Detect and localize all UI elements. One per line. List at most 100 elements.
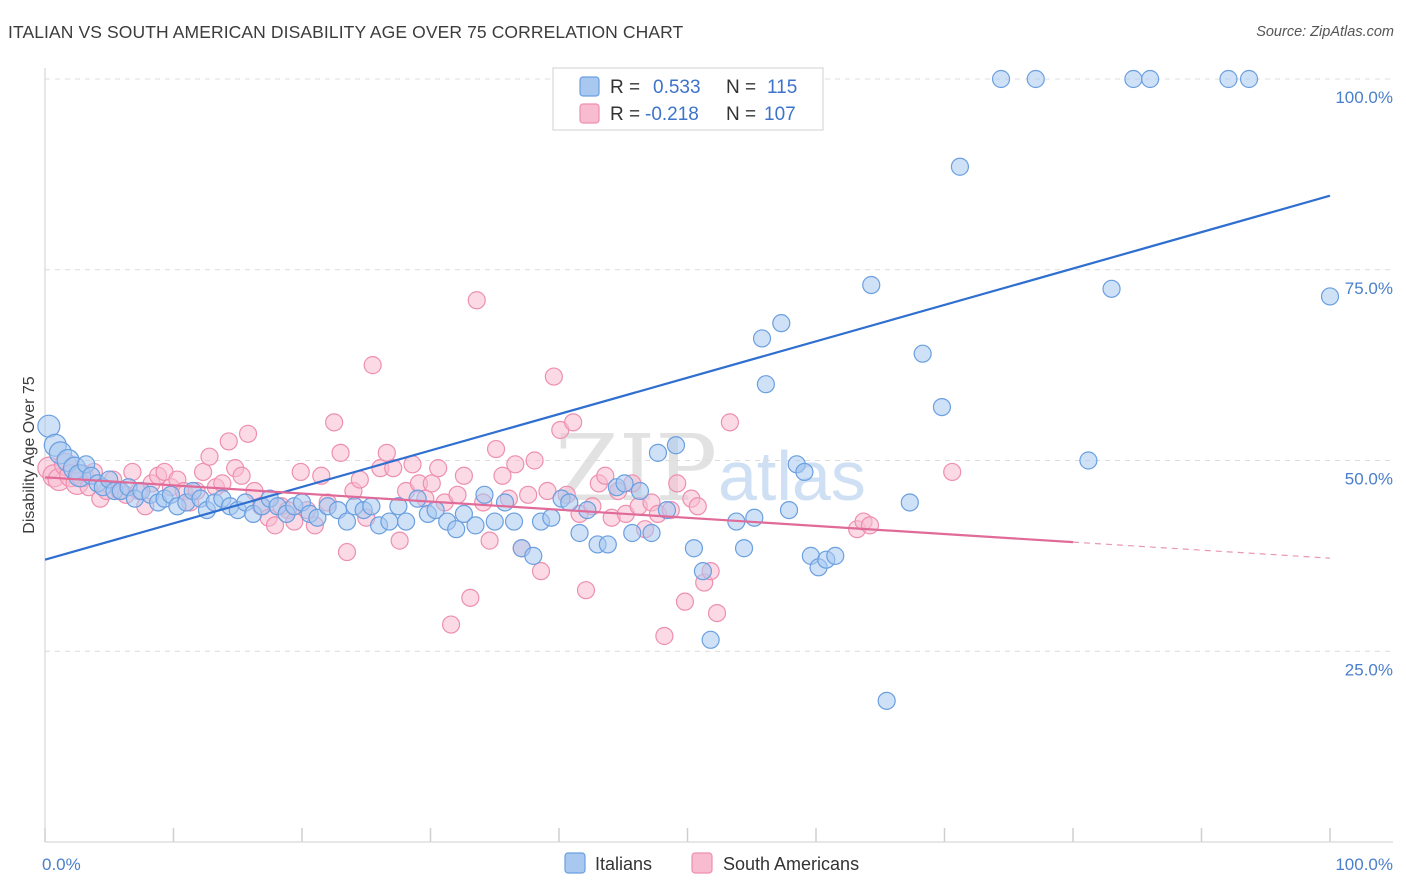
italians-point-74 [642, 523, 661, 543]
south-americans-trendline [44, 476, 1074, 544]
y-tick-label-25: 25.0% [1345, 660, 1393, 679]
south-americans-point-40 [291, 462, 310, 482]
italians-point-79 [693, 562, 713, 581]
south-americans-point-47 [337, 542, 357, 562]
south-americans-point-60 [422, 474, 441, 493]
gridlines [45, 78, 1393, 652]
south-americans-point-75 [519, 485, 538, 504]
italians-point-76 [657, 500, 677, 520]
bottom-legend-swatch-south-americans [691, 852, 713, 874]
italians-point-104 [1124, 69, 1143, 89]
italians-point-46 [380, 512, 399, 531]
italians-point-100 [991, 69, 1011, 89]
italians-point-49 [408, 489, 427, 508]
italians-point-69 [598, 535, 617, 554]
italians-point-89 [795, 462, 814, 482]
bottom-legend: Italians South Americans [564, 852, 859, 874]
italians-trendline [44, 194, 1331, 561]
south-americans-point-66 [461, 588, 480, 607]
south-americans-point-79 [544, 367, 563, 386]
italians-point-47 [389, 497, 408, 516]
italians-point-103 [1102, 279, 1121, 298]
south-americans-point-99 [675, 592, 695, 611]
south-americans-point-55 [390, 531, 409, 550]
italians-point-44 [362, 497, 381, 516]
south-americans-point-96 [655, 626, 674, 646]
south-americans-point-82 [564, 413, 583, 432]
legend-n-value-south-americans: 107 [764, 104, 796, 125]
south-americans-point-73 [506, 455, 525, 474]
italians-point-65 [560, 493, 579, 512]
south-americans-point-87 [596, 466, 615, 485]
south-americans-point-76 [525, 451, 544, 470]
italians-point-41 [337, 512, 357, 531]
italians-point-53 [447, 520, 466, 539]
italians-point-86 [772, 314, 791, 333]
italians-point-59 [504, 512, 524, 531]
italians-point-87 [779, 500, 799, 520]
south-americans-point-54 [384, 459, 403, 478]
south-americans-point-51 [363, 356, 382, 375]
south-americans-point-61 [429, 459, 448, 478]
italians-point-105 [1140, 69, 1160, 89]
legend-n-value-italians: 115 [767, 77, 797, 98]
south-americans-point-108 [860, 516, 880, 535]
south-americans-point-71 [493, 466, 512, 485]
italians-point-61 [524, 546, 543, 565]
south-americans-point-69 [480, 531, 499, 550]
italians-point-83 [745, 508, 764, 527]
italians-point-107 [1239, 69, 1259, 89]
y-axis-label: Disability Age Over 75 [21, 376, 38, 534]
italians-point-57 [485, 512, 504, 531]
y-tick-label-75: 75.0% [1345, 279, 1393, 298]
x-tick-label-100: 100.0% [1335, 855, 1393, 874]
italians-point-94 [862, 275, 881, 295]
italians-point-78 [684, 539, 704, 558]
south-americans-point-78 [538, 481, 557, 501]
italians-point-58 [495, 493, 515, 512]
italians-point-99 [950, 157, 970, 176]
legend-r-label-italians: R = [610, 77, 640, 98]
legend-swatch-south-americans [579, 103, 600, 124]
axes [44, 68, 1393, 843]
italians-point-108 [1320, 287, 1340, 306]
italians-point-73 [630, 481, 650, 501]
south-americans-point-109 [943, 462, 962, 482]
legend-r-value-italians: 0.533 [653, 77, 701, 98]
italians-point-72 [623, 523, 642, 543]
south-americans-point-67 [467, 291, 486, 310]
italians-point-63 [542, 508, 561, 527]
south-americans-point-104 [707, 603, 727, 623]
bottom-legend-south-americans: South Americans [723, 854, 859, 874]
chart-title: ITALIAN VS SOUTH AMERICAN DISABILITY AGE… [8, 22, 684, 42]
italians-point-75 [648, 443, 668, 462]
south-americans-point-45 [325, 413, 344, 432]
south-americans-point-105 [720, 413, 740, 432]
italians-point-101 [1026, 69, 1045, 89]
south-americans-point-84 [576, 581, 596, 600]
south-americans-point-25 [193, 462, 213, 482]
italians-point-71 [615, 474, 634, 493]
italians-point-96 [900, 493, 919, 512]
y-tick-label-50: 50.0% [1345, 470, 1393, 489]
south-americans-point-65 [454, 466, 474, 485]
source-label: Source: ZipAtlas.com [1256, 24, 1394, 40]
bottom-legend-italians: Italians [595, 854, 652, 874]
south-americans-point-36 [265, 516, 285, 535]
italians-point-54 [454, 504, 474, 524]
y-tick-labels: 25.0% 50.0% 75.0% 100.0% [1335, 88, 1393, 679]
italians-points [37, 69, 1340, 710]
trendlines [44, 194, 1331, 561]
x-tick-label-0: 0.0% [42, 855, 81, 874]
y-tick-label-100: 100.0% [1335, 88, 1393, 107]
italians-point-93 [826, 546, 845, 565]
legend-n-label-italians: N = [726, 77, 756, 98]
italians-point-97 [913, 344, 932, 363]
south-americans-point-64 [448, 485, 467, 504]
south-americans-point-49 [350, 470, 369, 489]
south-americans-point-70 [486, 439, 506, 459]
italians-point-98 [932, 397, 952, 417]
south-americans-point-53 [377, 443, 396, 462]
south-americans-point-101 [688, 497, 707, 516]
